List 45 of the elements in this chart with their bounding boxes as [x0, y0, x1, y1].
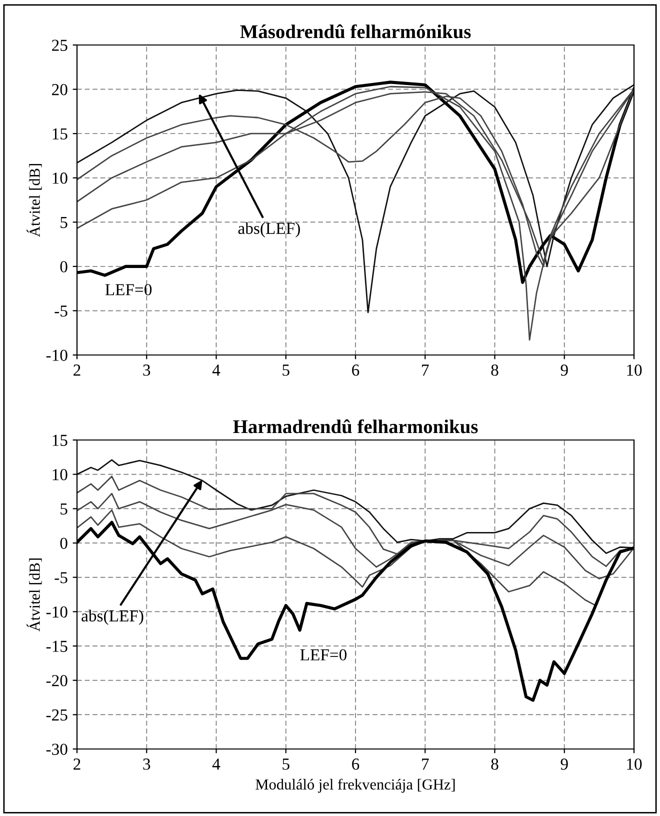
y-tick-label: 10 — [52, 469, 68, 480]
y-tick-label: -10 — [46, 606, 68, 618]
y-tick-label: 0 — [60, 538, 68, 549]
x-tick-label: 6 — [352, 758, 360, 770]
y-tick-label: 15 — [52, 128, 68, 140]
annotation: LEF=0 — [300, 649, 347, 660]
y-tick-label: -30 — [46, 744, 68, 755]
y-axis-title: Átvitel [dB] — [26, 558, 42, 632]
y-tick-label: -10 — [46, 350, 68, 361]
y-tick-label: 25 — [52, 40, 68, 51]
x-tick-label: 4 — [212, 364, 220, 376]
x-tick-label: 7 — [422, 364, 429, 376]
x-tick-label: 6 — [352, 364, 360, 376]
chart-title: Harmadrendû felharmonikus — [233, 419, 478, 434]
y-tick-label: -5 — [54, 306, 68, 317]
chart-title: Másodrendû felharmónikus — [240, 24, 471, 38]
x-tick-label: 5 — [282, 758, 290, 770]
x-tick-label: 3 — [143, 758, 150, 770]
x-tick-label: 9 — [560, 364, 568, 376]
y-tick-label: 10 — [52, 172, 68, 184]
annotation: abs(LEF) — [82, 610, 144, 625]
y-tick-label: -5 — [54, 572, 68, 584]
y-tick-label: 0 — [60, 261, 68, 272]
x-tick-label: 9 — [560, 758, 568, 770]
y-tick-label: -15 — [46, 640, 68, 652]
x-tick-label: 8 — [491, 758, 498, 770]
y-tick-label: 5 — [60, 217, 68, 228]
y-tick-label: 5 — [60, 504, 68, 515]
x-tick-label: 8 — [491, 364, 498, 376]
y-tick-label: 15 — [52, 434, 68, 446]
y-tick-label: 20 — [52, 84, 68, 96]
y-tick-label: -20 — [46, 675, 68, 686]
x-tick-label: 7 — [422, 758, 429, 770]
x-tick-label: 10 — [627, 364, 642, 376]
x-tick-label: 4 — [212, 758, 220, 770]
x-axis-title: Moduláló jel frekvenciája [GHz] — [256, 778, 455, 793]
x-tick-label: 10 — [627, 758, 642, 770]
x-tick-label: 5 — [282, 364, 290, 376]
annotation: LEF=0 — [105, 284, 152, 296]
annotation: abs(LEF) — [238, 222, 300, 238]
y-tick-label: -25 — [46, 709, 68, 721]
x-tick-label: 2 — [74, 758, 80, 770]
x-tick-label: 3 — [143, 364, 150, 376]
y-axis-title: Átvitel [dB] — [26, 164, 42, 237]
x-tick-label: 2 — [74, 364, 80, 376]
